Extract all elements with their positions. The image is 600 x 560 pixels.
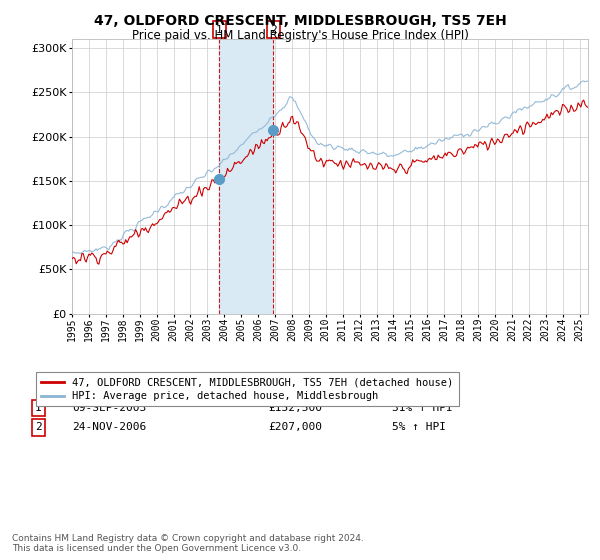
Text: 24-NOV-2006: 24-NOV-2006 — [72, 422, 146, 432]
Text: Contains HM Land Registry data © Crown copyright and database right 2024.
This d: Contains HM Land Registry data © Crown c… — [12, 534, 364, 553]
Bar — [219, 39, 274, 314]
Text: 09-SEP-2003: 09-SEP-2003 — [72, 403, 146, 413]
Text: 1: 1 — [35, 403, 42, 413]
Text: Price paid vs. HM Land Registry's House Price Index (HPI): Price paid vs. HM Land Registry's House … — [131, 29, 469, 42]
Text: £207,000: £207,000 — [268, 422, 322, 432]
Text: 31% ↑ HPI: 31% ↑ HPI — [392, 403, 452, 413]
Text: 5% ↑ HPI: 5% ↑ HPI — [392, 422, 446, 432]
Legend: 47, OLDFORD CRESCENT, MIDDLESBROUGH, TS5 7EH (detached house), HPI: Average pric: 47, OLDFORD CRESCENT, MIDDLESBROUGH, TS5… — [36, 372, 459, 407]
Text: 2: 2 — [35, 422, 42, 432]
Text: 2: 2 — [270, 25, 277, 35]
Text: 47, OLDFORD CRESCENT, MIDDLESBROUGH, TS5 7EH: 47, OLDFORD CRESCENT, MIDDLESBROUGH, TS5… — [94, 14, 506, 28]
Text: 1: 1 — [215, 25, 223, 35]
Text: £152,500: £152,500 — [268, 403, 322, 413]
